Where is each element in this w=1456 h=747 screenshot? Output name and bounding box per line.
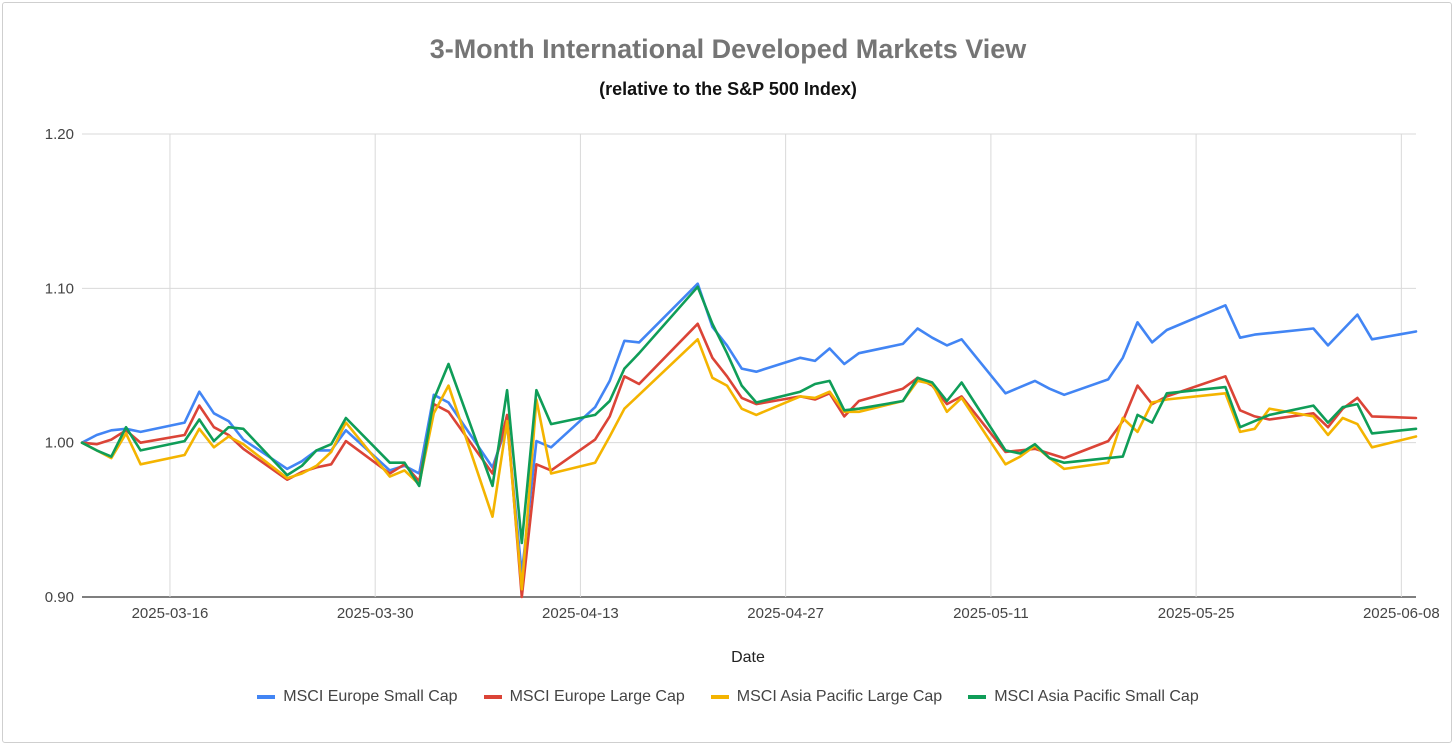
legend-swatch <box>483 695 502 699</box>
y-tick-label: 1.10 <box>45 280 74 297</box>
series-line-2 <box>80 322 1418 599</box>
y-tick-label: 1.20 <box>45 126 74 143</box>
legend-item-2: MSCI Europe Large Cap <box>483 688 685 706</box>
legend-label: MSCI Europe Large Cap <box>509 688 685 705</box>
series-line-3 <box>80 337 1418 591</box>
x-tick-label: 2025-03-30 <box>337 605 414 622</box>
legend-item-3: MSCI Asia Pacific Large Cap <box>710 688 943 706</box>
x-tick-label: 2025-03-16 <box>132 605 209 622</box>
chart-subtitle: (relative to the S&P 500 Index) <box>599 79 857 99</box>
series-line-4 <box>80 285 1418 545</box>
x-tick-label: 2025-04-13 <box>542 605 619 622</box>
legend-label: MSCI Asia Pacific Large Cap <box>736 688 943 705</box>
x-tick-label: 2025-05-11 <box>953 605 1029 622</box>
legend-item-1: MSCI Europe Small Cap <box>257 688 458 706</box>
legend-swatch <box>968 695 987 699</box>
series-lines <box>80 282 1418 599</box>
legend-swatch <box>257 695 276 699</box>
legend-swatch <box>710 695 729 699</box>
x-tick-label: 2025-06-08 <box>1363 605 1440 622</box>
x-tick-label: 2025-05-25 <box>1158 605 1235 622</box>
chart-title: 3-Month International Developed Markets … <box>429 34 1027 64</box>
y-tick-label: 1.00 <box>45 435 74 452</box>
gridlines <box>82 133 1416 598</box>
series-line-1 <box>80 282 1418 576</box>
y-tick-label: 0.90 <box>45 589 74 606</box>
x-tick-label: 2025-04-27 <box>747 605 824 622</box>
legend-label: MSCI Europe Small Cap <box>283 688 458 705</box>
x-axis-label: Date <box>731 649 765 666</box>
y-axis-ticks: 0.90 1.00 1.10 1.20 <box>45 126 74 606</box>
x-axis-ticks: 2025-03-16 2025-03-30 2025-04-13 2025-04-27… <box>132 605 1440 622</box>
legend-label: MSCI Asia Pacific Small Cap <box>994 688 1199 705</box>
legend-item-4: MSCI Asia Pacific Small Cap <box>968 688 1199 706</box>
legend: MSCI Europe Small Cap MSCI Europe Large C… <box>0 688 1456 706</box>
